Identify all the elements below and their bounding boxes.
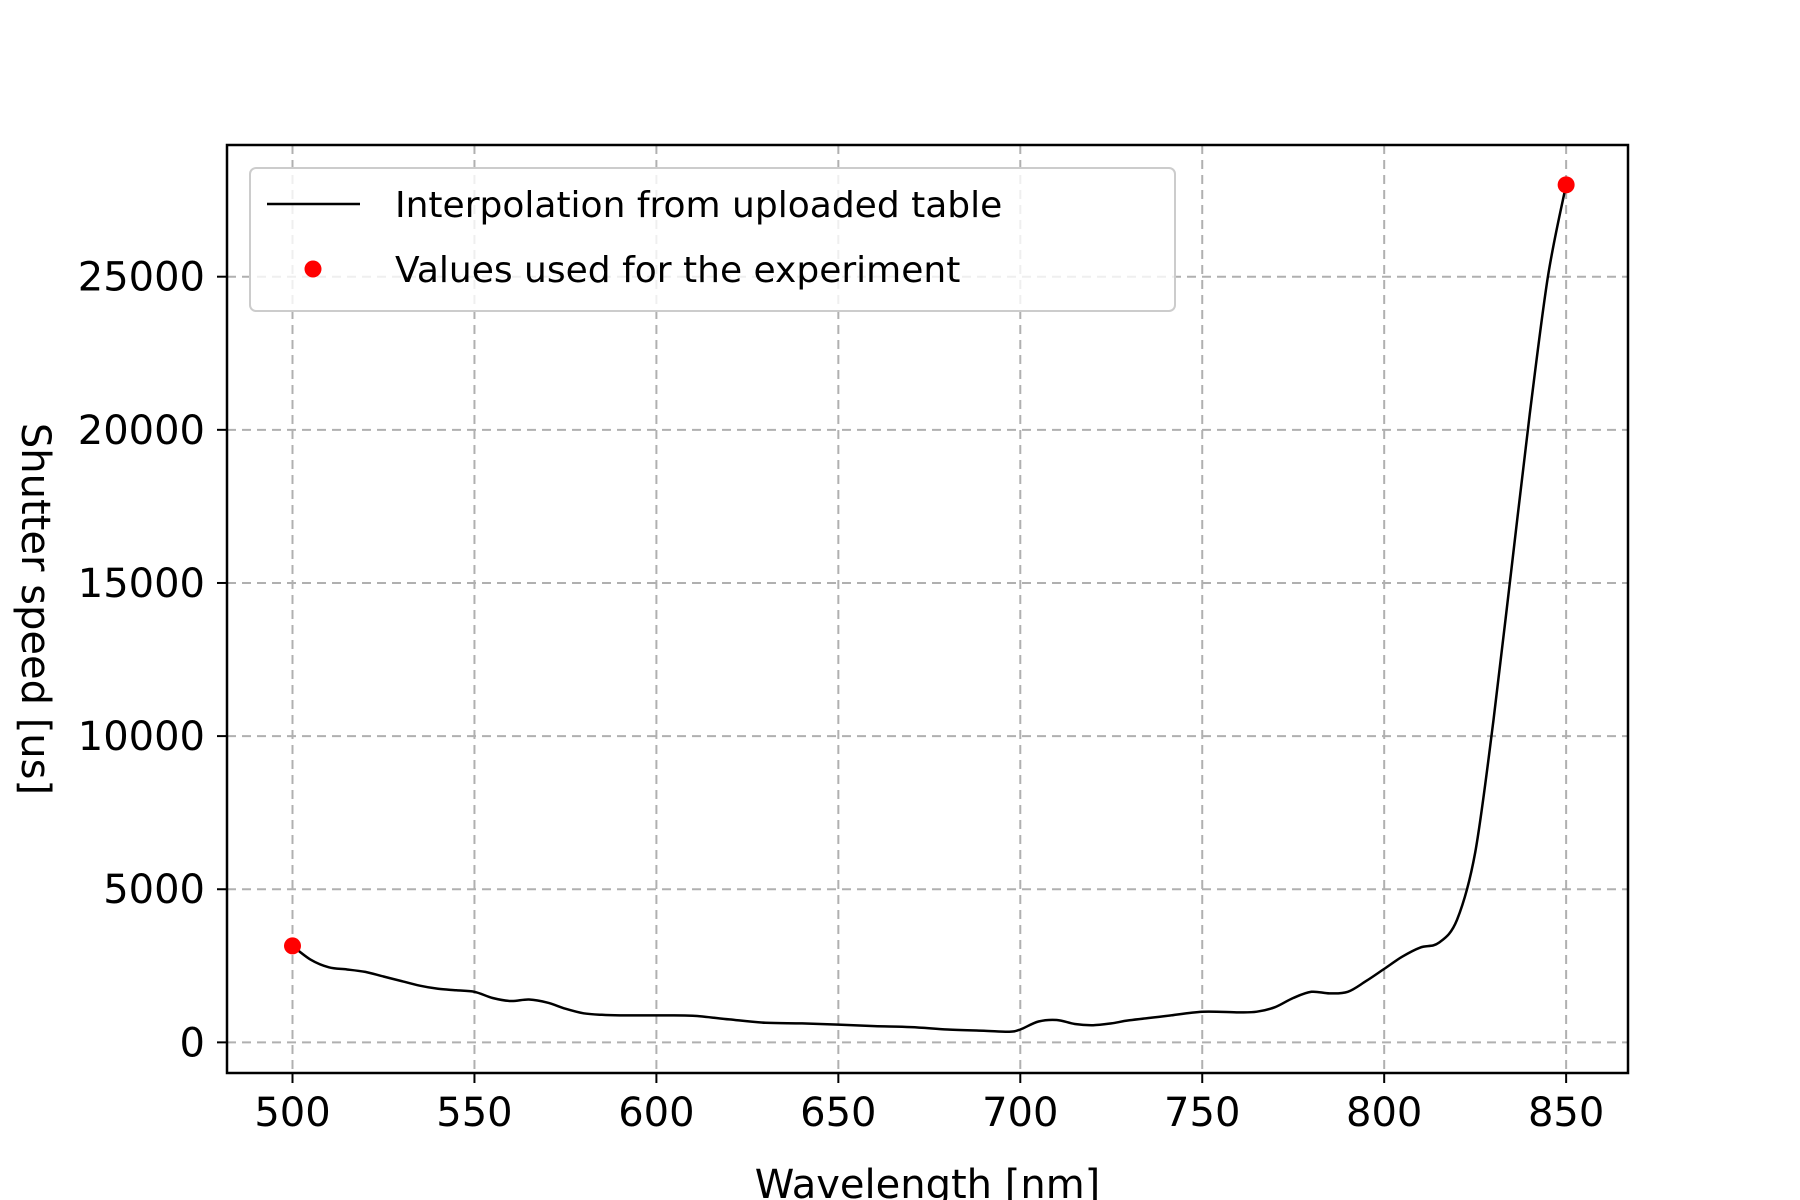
x-tick-label: 850 xyxy=(1528,1090,1604,1136)
x-tick-label: 600 xyxy=(618,1090,694,1136)
series-line-interpolation xyxy=(291,184,1568,1033)
y-tick-label: 15000 xyxy=(78,561,205,607)
x-tick-label: 500 xyxy=(254,1090,330,1136)
y-axis-label: Shutter speed [us] xyxy=(12,423,58,795)
x-tick-label: 650 xyxy=(800,1090,876,1136)
plot-series xyxy=(284,176,1575,1033)
legend-dot-swatch xyxy=(304,260,322,278)
y-tick-label: 20000 xyxy=(78,408,205,454)
y-tick-label: 25000 xyxy=(78,255,205,301)
x-axis-label: Wavelength [nm] xyxy=(755,1162,1101,1200)
data-point-experiment xyxy=(284,937,302,955)
y-tick-label: 0 xyxy=(180,1020,205,1066)
x-tick-label: 750 xyxy=(1164,1090,1240,1136)
legend-label-interpolation: Interpolation from uploaded table xyxy=(395,185,1002,226)
y-tick-label: 10000 xyxy=(78,714,205,760)
x-tick-label: 550 xyxy=(436,1090,512,1136)
plot-frame xyxy=(225,143,1630,1075)
legend-box xyxy=(249,167,1176,312)
legend-label-values: Values used for the experiment xyxy=(395,250,960,291)
axis-ticks: 500 550 600 650 700 750 800 850 0 5000 10000 15000 2… xyxy=(78,255,1605,1136)
data-point-experiment xyxy=(1557,176,1575,194)
legend: Interpolation from uploaded table Values… xyxy=(249,167,1176,312)
y-tick-label: 5000 xyxy=(103,867,205,913)
x-tick-label: 800 xyxy=(1346,1090,1422,1136)
x-tick-label: 700 xyxy=(982,1090,1058,1136)
